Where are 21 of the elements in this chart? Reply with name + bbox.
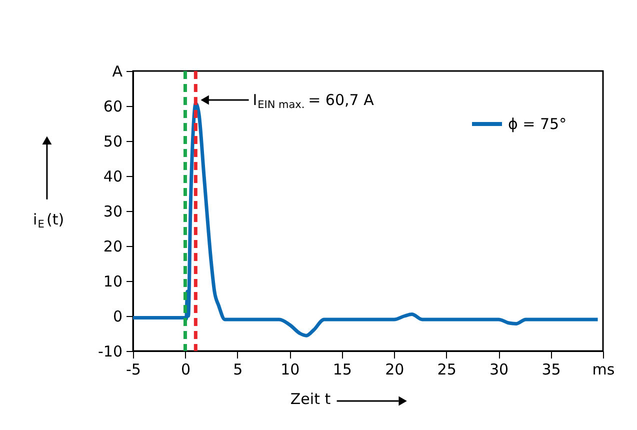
x-tick-label: 10	[280, 360, 300, 378]
x-tick-label: 20	[385, 360, 404, 378]
y-tick-label: 30	[103, 202, 122, 220]
x-tick-label: 15	[332, 360, 352, 378]
y-tick-label: 60	[103, 98, 122, 116]
y-tick-label: 50	[103, 132, 122, 150]
x-tick-label: 0	[180, 360, 190, 378]
x-tick-label: 35	[542, 360, 561, 378]
x-tick-label: 30	[490, 360, 509, 378]
y-tick-label: -10	[98, 342, 122, 360]
y-tick-label: A	[112, 62, 124, 80]
y-tick-label: 0	[112, 308, 122, 326]
legend-label: ϕ = 75°	[508, 115, 567, 133]
y-tick-label: 20	[103, 238, 122, 256]
x-axis-title: Zeit t	[290, 390, 331, 408]
y-tick-label: 40	[103, 168, 122, 186]
x-tick-label: 25	[437, 360, 456, 378]
x-tick-label: ms	[592, 360, 615, 378]
x-tick-label: 5	[233, 360, 243, 378]
y-tick-label: 10	[103, 272, 122, 290]
x-tick-label: -5	[126, 360, 141, 378]
